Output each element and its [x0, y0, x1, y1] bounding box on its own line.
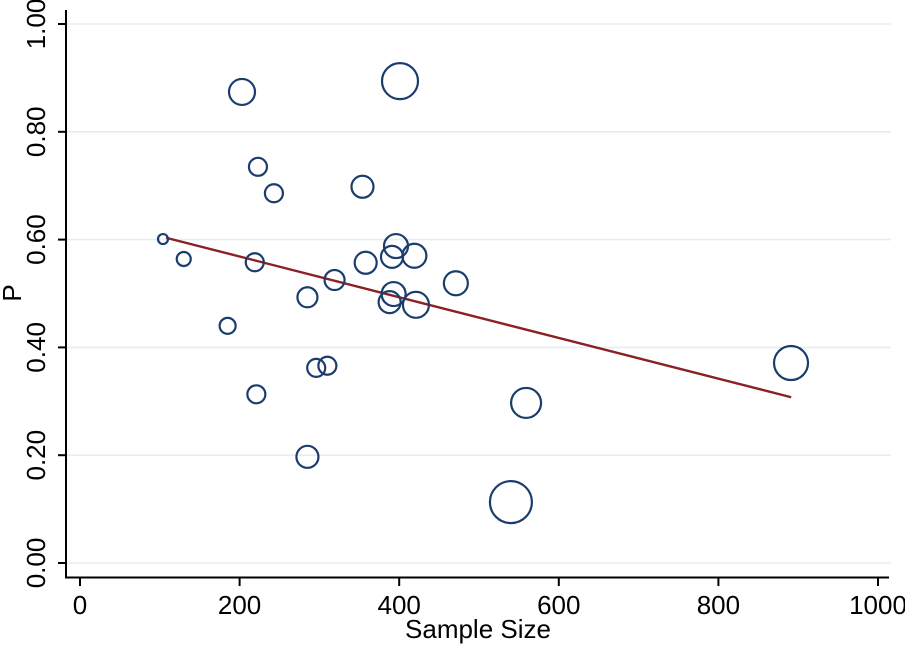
y-tick-label: 0.40: [21, 322, 51, 373]
data-point: [295, 444, 320, 469]
gridlines: [67, 23, 891, 564]
y-axis-title: P: [0, 284, 27, 301]
y-tick-label: 0.80: [21, 106, 51, 157]
data-point: [263, 183, 285, 204]
data-point: [509, 386, 543, 420]
data-points: [156, 62, 810, 525]
data-point: [317, 355, 338, 376]
x-tick-label: 0: [73, 590, 87, 620]
data-point: [323, 268, 346, 292]
y-tick-label: 0.00: [21, 538, 51, 589]
x-tick-label: 600: [537, 590, 580, 620]
y-tick-label: 0.60: [21, 214, 51, 265]
data-point: [296, 286, 319, 309]
data-point: [175, 250, 192, 268]
data-point: [244, 252, 265, 273]
fit-line: [165, 236, 792, 399]
data-point: [247, 156, 269, 177]
data-point: [306, 357, 327, 378]
axes: [65, 10, 889, 579]
y-tick-label: 0.20: [21, 430, 51, 481]
data-point: [442, 270, 469, 297]
data-point: [772, 344, 810, 382]
y-axis-ticks: 0.00 0.20 0.40 0.60 0.80 1.00: [21, 0, 66, 588]
data-point: [350, 174, 375, 199]
x-axis-ticks: 0 200 400 600 800 1000: [73, 578, 905, 620]
x-tick-label: 800: [697, 590, 740, 620]
data-point: [401, 242, 428, 269]
data-point: [227, 77, 257, 107]
data-point: [401, 290, 431, 319]
x-tick-label: 400: [378, 590, 421, 620]
data-point: [353, 250, 378, 275]
x-axis-title: Sample Size: [405, 614, 551, 644]
data-point: [380, 62, 420, 101]
data-point: [377, 290, 402, 315]
y-tick-label: 1.00: [21, 0, 51, 49]
data-point: [488, 479, 534, 525]
fit-line-group: [165, 236, 792, 399]
data-point: [156, 232, 170, 246]
x-tick-label: 1000: [849, 590, 905, 620]
data-point: [246, 384, 267, 405]
x-tick-label: 200: [218, 590, 261, 620]
data-point: [380, 280, 407, 308]
data-point: [218, 316, 237, 335]
